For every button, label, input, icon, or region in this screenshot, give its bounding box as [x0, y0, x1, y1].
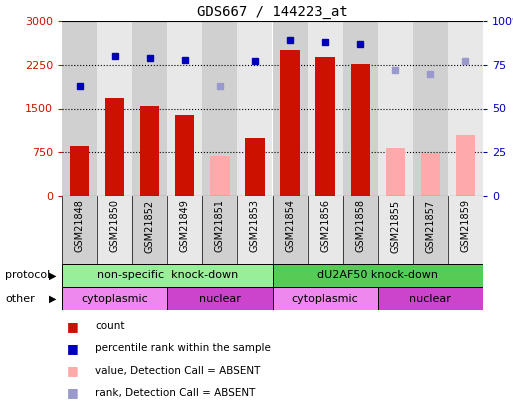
Bar: [132, 21, 167, 196]
Text: rank, Detection Call = ABSENT: rank, Detection Call = ABSENT: [95, 388, 255, 398]
Text: GSM21853: GSM21853: [250, 199, 260, 252]
Bar: [62, 196, 97, 264]
Bar: [167, 196, 202, 264]
Bar: [238, 21, 272, 196]
Text: GSM21856: GSM21856: [320, 199, 330, 252]
Text: other: other: [5, 294, 35, 303]
Text: GSM21850: GSM21850: [110, 199, 120, 252]
Text: ▶: ▶: [49, 294, 57, 303]
Bar: [97, 21, 132, 196]
Bar: [132, 196, 167, 264]
Text: GSM21859: GSM21859: [461, 199, 470, 252]
Text: nuclear: nuclear: [409, 294, 451, 303]
Bar: [350, 64, 370, 196]
Text: GSM21848: GSM21848: [74, 199, 85, 252]
Bar: [413, 21, 448, 196]
Bar: [448, 21, 483, 196]
Bar: [343, 21, 378, 196]
Bar: [62, 21, 97, 196]
Bar: [272, 21, 308, 196]
Bar: [105, 98, 124, 196]
Text: cytoplasmic: cytoplasmic: [292, 294, 359, 303]
Text: GSM21849: GSM21849: [180, 199, 190, 252]
Text: non-specific  knock-down: non-specific knock-down: [96, 271, 238, 281]
Bar: [272, 264, 483, 287]
Text: ■: ■: [67, 364, 78, 377]
Text: value, Detection Call = ABSENT: value, Detection Call = ABSENT: [95, 366, 260, 376]
Bar: [97, 196, 132, 264]
Text: GSM21854: GSM21854: [285, 199, 295, 252]
Bar: [272, 287, 378, 310]
Bar: [272, 196, 308, 264]
Bar: [140, 106, 160, 196]
Text: cytoplasmic: cytoplasmic: [81, 294, 148, 303]
Bar: [202, 196, 238, 264]
Bar: [378, 287, 483, 310]
Bar: [245, 138, 265, 196]
Bar: [167, 287, 272, 310]
Bar: [238, 196, 272, 264]
Text: ■: ■: [67, 386, 78, 399]
Text: GSM21855: GSM21855: [390, 199, 400, 253]
Bar: [62, 287, 167, 310]
Bar: [202, 21, 238, 196]
Bar: [308, 196, 343, 264]
Bar: [281, 50, 300, 196]
Text: GSM21852: GSM21852: [145, 199, 155, 253]
Text: ■: ■: [67, 342, 78, 355]
Bar: [210, 156, 229, 196]
Bar: [167, 21, 202, 196]
Text: nuclear: nuclear: [199, 294, 241, 303]
Text: dU2AF50 knock-down: dU2AF50 knock-down: [317, 271, 438, 281]
Bar: [386, 148, 405, 196]
Text: percentile rank within the sample: percentile rank within the sample: [95, 343, 271, 354]
Bar: [378, 196, 413, 264]
Text: GSM21851: GSM21851: [215, 199, 225, 252]
Bar: [175, 115, 194, 196]
Bar: [62, 264, 272, 287]
Text: protocol: protocol: [5, 271, 50, 281]
Bar: [413, 196, 448, 264]
Bar: [343, 196, 378, 264]
Bar: [308, 21, 343, 196]
Bar: [421, 153, 440, 196]
Bar: [456, 135, 475, 196]
Bar: [70, 147, 89, 196]
Text: ▶: ▶: [49, 271, 57, 281]
Text: GSM21858: GSM21858: [355, 199, 365, 252]
Text: GSM21857: GSM21857: [425, 199, 436, 253]
Text: count: count: [95, 321, 125, 331]
Text: ■: ■: [67, 320, 78, 333]
Bar: [448, 196, 483, 264]
Title: GDS667 / 144223_at: GDS667 / 144223_at: [197, 4, 348, 19]
Bar: [315, 57, 335, 196]
Bar: [378, 21, 413, 196]
